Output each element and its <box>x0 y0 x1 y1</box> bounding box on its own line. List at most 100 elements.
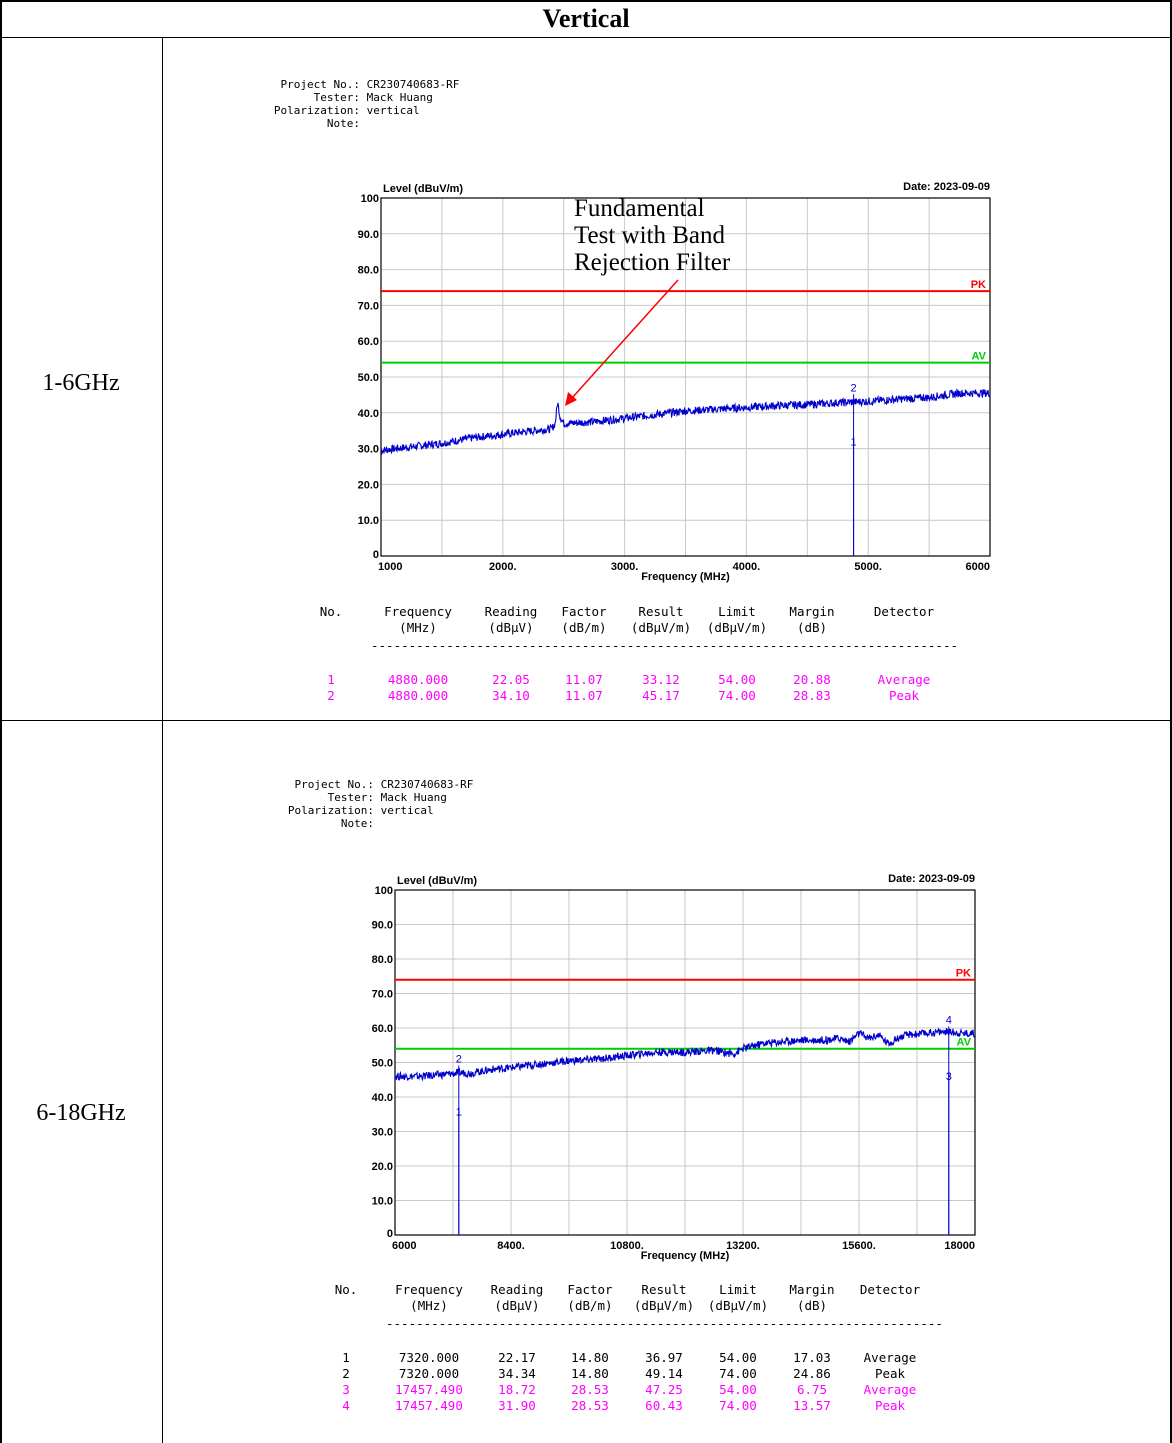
x-tick-label: 15600. <box>842 1240 876 1252</box>
chart-meta-key: Polarization: <box>287 804 374 817</box>
results-column-header: (dBμV/m) <box>706 620 768 635</box>
measurement-trace <box>394 1026 976 1082</box>
results-column-header: (dB) <box>796 620 828 635</box>
results-cell-no: 1 <box>327 672 335 687</box>
results-column-header: (MHz) <box>410 1298 448 1313</box>
x-tick-label: 6000 <box>966 561 990 573</box>
marker-label: 2 <box>851 382 857 394</box>
y-tick-label: 50.0 <box>358 372 379 384</box>
y-tick-label: 10.0 <box>358 515 379 527</box>
x-axis-label: Frequency (MHz) <box>641 1250 730 1262</box>
y-tick-label: 20.0 <box>358 479 379 491</box>
chart-date: Date: 2023-09-09 <box>903 181 990 193</box>
results-column-header: No. <box>334 1282 358 1297</box>
results-cell-detector: Average <box>877 672 931 687</box>
results-column-header: Frequency <box>384 604 452 619</box>
chart-meta-value: CR230740683-RF <box>374 778 474 791</box>
chart-meta-line: Note: <box>274 817 381 830</box>
chart-meta-key: Note: <box>340 817 374 830</box>
results-column-header: Limit <box>719 1282 757 1297</box>
results-cell-limit: 74.00 <box>719 1366 757 1381</box>
y-tick-label: 90.0 <box>372 920 393 932</box>
chart-meta-value: CR230740683-RF <box>360 78 460 91</box>
chart-meta-key: Polarization: <box>273 104 360 117</box>
results-cell-margin: 20.88 <box>793 672 831 687</box>
results-cell-no: 3 <box>342 1382 350 1397</box>
chart-meta-value: vertical <box>374 804 434 817</box>
results-column-header: (MHz) <box>399 620 437 635</box>
results-cell-result: 47.25 <box>645 1382 683 1397</box>
results-cell-limit: 54.00 <box>719 1382 757 1397</box>
results-column-header: Detector <box>873 604 935 619</box>
results-column-header: No. <box>319 604 343 619</box>
x-tick-label: 3000. <box>611 561 639 573</box>
limit-line-label: PK <box>971 279 986 291</box>
results-separator: ----------------------------------------… <box>386 1316 943 1331</box>
results-cell-reading: 22.17 <box>498 1350 536 1365</box>
results-cell-detector: Peak <box>874 1398 906 1413</box>
chart-meta-key: Note: <box>326 117 360 130</box>
results-cell-factor: 14.80 <box>571 1366 609 1381</box>
y-tick-label: 30.0 <box>372 1127 393 1139</box>
annotation-arrowhead <box>565 392 577 406</box>
results-table: No. Frequency (MHz) Reading (dBμV) Factor (dB/… <box>0 1282 1172 1413</box>
y-axis-label: Level (dBuV/m) <box>383 183 463 195</box>
results-separator: ----------------------------------------… <box>371 638 958 653</box>
results-cell-no: 1 <box>342 1350 350 1365</box>
results-cell-limit: 74.00 <box>718 688 756 703</box>
results-cell-reading: 18.72 <box>498 1382 536 1397</box>
y-tick-label: 60.0 <box>358 336 379 348</box>
results-cell-result: 36.97 <box>645 1350 683 1365</box>
x-tick-label: 8400. <box>497 1240 525 1252</box>
y-tick-label: 20.0 <box>372 1161 393 1173</box>
chart-meta-key: Tester: <box>313 91 360 104</box>
results-column-header: Reading <box>490 1282 544 1297</box>
y-tick-label: 70.0 <box>372 989 393 1001</box>
annotation-arrow <box>571 279 679 399</box>
results-column-header: Factor <box>561 604 607 619</box>
y-tick-label: 50.0 <box>372 1058 393 1070</box>
x-axis-label: Frequency (MHz) <box>641 571 730 583</box>
chart-meta-key: Project No.: <box>280 78 360 91</box>
results-column-header: (dBμV/m) <box>633 1298 695 1313</box>
results-cell-detector: Average <box>863 1382 917 1397</box>
results-cell-reading: 31.90 <box>498 1398 536 1413</box>
results-cell-factor: 28.53 <box>571 1398 609 1413</box>
chart-date: Date: 2023-09-09 <box>888 873 975 885</box>
chart-meta-line: Polarization: vertical <box>260 104 420 117</box>
results-cell-frequency: 4880.000 <box>387 688 449 703</box>
results-cell-detector: Peak <box>888 688 920 703</box>
table-column-divider <box>162 37 163 1443</box>
chart-meta-line: Tester: Mack Huang <box>260 91 433 104</box>
results-cell-result: 45.17 <box>642 688 680 703</box>
y-tick-label: 40.0 <box>358 408 379 420</box>
y-tick-label: 0 <box>373 549 379 561</box>
y-axis-label: Level (dBuV/m) <box>397 875 477 887</box>
chart-meta-line: Tester: Mack Huang <box>274 791 447 804</box>
results-column-header: Limit <box>718 604 756 619</box>
results-table: No. Frequency (MHz) Reading (dBμV) Factor (dB/… <box>0 604 1172 724</box>
results-cell-reading: 34.10 <box>492 688 530 703</box>
results-cell-detector: Average <box>863 1350 917 1365</box>
x-tick-label: 10800. <box>610 1240 644 1252</box>
results-cell-margin: 17.03 <box>793 1350 831 1365</box>
results-cell-frequency: 7320.000 <box>398 1350 460 1365</box>
results-column-header: Result <box>638 604 684 619</box>
results-cell-reading: 34.34 <box>498 1366 536 1381</box>
results-cell-margin: 24.86 <box>793 1366 831 1381</box>
results-column-header: (dB/m) <box>561 620 607 635</box>
results-cell-factor: 28.53 <box>571 1382 609 1397</box>
results-cell-result: 49.14 <box>645 1366 683 1381</box>
x-tick-label: 1000 <box>378 561 402 573</box>
chart-meta-key: Tester: <box>327 791 374 804</box>
measurement-trace <box>380 388 991 456</box>
y-tick-label: 40.0 <box>372 1092 393 1104</box>
results-cell-frequency: 17457.490 <box>395 1382 463 1397</box>
results-column-header: (dB/m) <box>567 1298 613 1313</box>
results-cell-result: 33.12 <box>642 672 680 687</box>
plot-frame <box>394 889 976 1236</box>
chart-meta-line: Project No.: CR230740683-RF <box>274 778 474 791</box>
results-cell-margin: 28.83 <box>793 688 831 703</box>
results-cell-frequency: 4880.000 <box>387 672 449 687</box>
